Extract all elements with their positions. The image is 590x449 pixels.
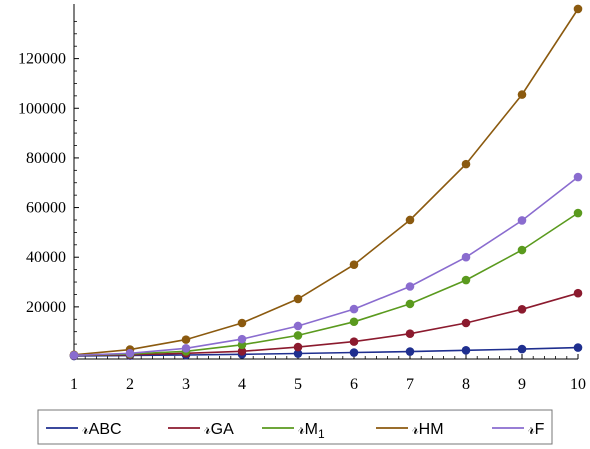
data-point — [405, 299, 415, 309]
series-line — [73, 346, 579, 357]
data-point — [293, 294, 303, 304]
series-line — [73, 212, 579, 357]
data-point — [237, 334, 247, 344]
data-point — [125, 348, 135, 358]
x-tick-label: 8 — [462, 376, 470, 393]
data-point — [349, 337, 359, 346]
legend-label: 𝓇F — [528, 421, 545, 438]
series-line — [73, 176, 579, 357]
data-point — [573, 343, 583, 352]
legend-label: 𝓇GA — [204, 421, 234, 438]
data-point — [405, 215, 415, 225]
x-tick-label: 9 — [518, 376, 526, 393]
data-point — [405, 329, 415, 338]
data-point — [293, 342, 303, 352]
series-line — [73, 292, 579, 357]
x-tick-label: 4 — [238, 376, 246, 393]
data-point — [517, 305, 527, 314]
data-point — [293, 321, 303, 331]
data-point — [349, 348, 359, 357]
x-tick-label: 5 — [294, 376, 302, 393]
x-tick-label: 7 — [406, 376, 414, 393]
series-3 — [69, 4, 583, 360]
data-point — [237, 347, 247, 356]
data-point — [349, 317, 359, 327]
data-point — [461, 318, 471, 328]
y-tick-label: 80000 — [26, 150, 66, 167]
legend-box — [37, 409, 553, 445]
x-tick-label: 3 — [182, 376, 190, 393]
legend: 𝓇ABC 𝓇GA 𝓇M1 𝓇HM 𝓇F — [37, 409, 553, 445]
y-tick-label: 60000 — [26, 200, 66, 217]
data-point — [349, 304, 359, 314]
data-point — [517, 90, 527, 99]
data-point — [517, 245, 527, 255]
data-point — [461, 252, 471, 262]
legend-label: 𝓇HM — [412, 421, 444, 438]
data-point — [405, 282, 415, 291]
y-tick-label: 120000 — [18, 51, 66, 68]
legend-label: 𝓇ABC — [82, 421, 122, 438]
series-layer — [69, 4, 583, 361]
data-point — [181, 344, 191, 353]
data-point — [573, 288, 583, 298]
chart-axes: 1 2 3 4 5 6 7 8 9 10 20000 40000 60000 80000 100000 120… — [18, 4, 586, 393]
data-point — [573, 4, 583, 14]
data-point — [461, 159, 471, 169]
data-point — [461, 275, 471, 285]
y-tick-label: 100000 — [18, 100, 66, 117]
data-point — [405, 347, 415, 356]
data-point — [69, 350, 79, 360]
x-tick-label: 10 — [570, 376, 586, 393]
data-point — [573, 172, 583, 182]
series-line — [73, 8, 579, 356]
data-point — [461, 346, 471, 355]
data-point — [237, 318, 247, 328]
y-tick-label: 20000 — [26, 299, 66, 316]
y-tick-label: 40000 — [26, 249, 66, 266]
x-tick-label: 2 — [126, 376, 134, 393]
data-point — [517, 216, 527, 225]
data-point — [517, 344, 527, 354]
series-4 — [69, 172, 583, 360]
data-point — [293, 349, 303, 358]
data-point — [349, 260, 359, 269]
data-point — [573, 208, 583, 218]
data-point — [293, 331, 303, 340]
x-tick-label: 1 — [70, 376, 78, 393]
x-tick-label: 6 — [350, 376, 358, 393]
data-point — [181, 335, 191, 344]
